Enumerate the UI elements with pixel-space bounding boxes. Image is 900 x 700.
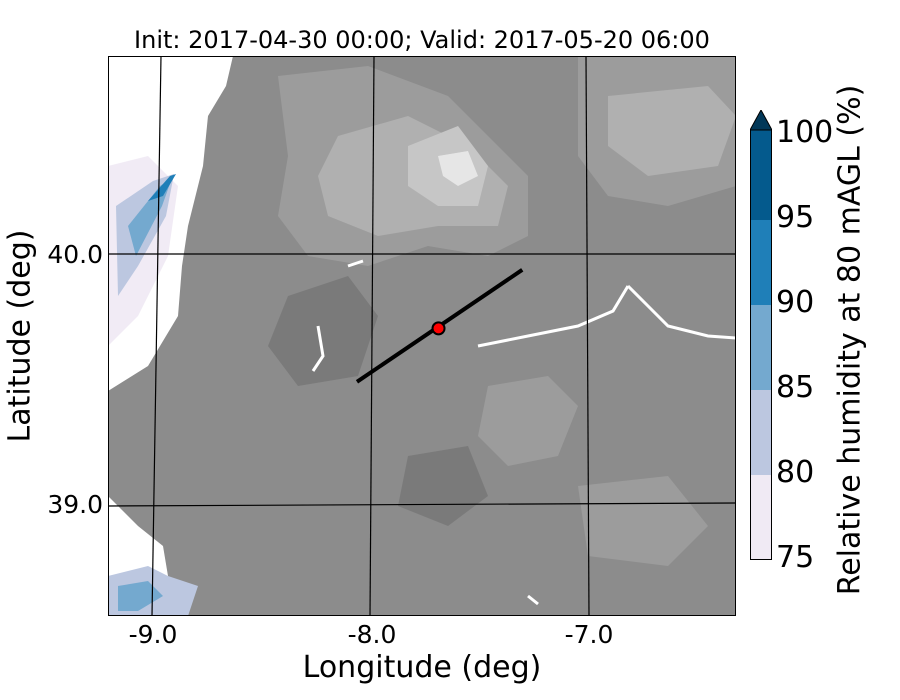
humidity-95-region bbox=[148, 174, 176, 201]
map-panel bbox=[108, 56, 736, 616]
humidity-south-core bbox=[118, 581, 163, 611]
reservoir-1 bbox=[347, 259, 364, 268]
parallel-39 bbox=[108, 502, 736, 507]
plot-title: Init: 2017-04-30 00:00; Valid: 2017-05-2… bbox=[134, 26, 710, 54]
ytick-label: 40.0 bbox=[47, 240, 103, 269]
colorbar-segment bbox=[750, 220, 772, 305]
river-tagus bbox=[477, 285, 630, 348]
terrain-southeast bbox=[578, 476, 708, 566]
meridian-minus8 bbox=[369, 56, 375, 616]
xtick-label: -8.0 bbox=[347, 620, 397, 649]
colorbar-tick-label: 100 bbox=[776, 115, 834, 150]
colorbar bbox=[750, 110, 772, 560]
colorbar-extend-arrow bbox=[750, 110, 772, 131]
humidity-90-region bbox=[128, 178, 172, 256]
map-svg bbox=[108, 56, 736, 616]
x-axis-label: Longitude (deg) bbox=[302, 650, 542, 685]
terrain-valley bbox=[268, 276, 378, 386]
colorbar-segment bbox=[750, 305, 772, 390]
terrain-central bbox=[478, 376, 578, 466]
ytick-label: 39.0 bbox=[47, 490, 103, 519]
terrain-peak bbox=[438, 151, 478, 186]
terrain-northeast-high bbox=[608, 86, 736, 176]
colorbar-label-container: Relative humidity at 80 mAGL (%) bbox=[828, 80, 872, 600]
colorbar-tick-label: 80 bbox=[776, 455, 815, 490]
y-axis-label-container: Latitude (deg) bbox=[0, 0, 40, 700]
map-border bbox=[108, 56, 736, 616]
reservoir-2 bbox=[527, 594, 539, 606]
xtick-label: -7.0 bbox=[564, 620, 614, 649]
river-west bbox=[311, 325, 325, 372]
colorbar-tick-label: 90 bbox=[776, 285, 815, 320]
meridian-minus9 bbox=[151, 56, 162, 616]
colorbar-tick-label: 75 bbox=[776, 540, 815, 575]
site-marker bbox=[431, 321, 446, 336]
xtick-label: -9.0 bbox=[128, 620, 178, 649]
river-east bbox=[626, 284, 736, 340]
colorbar-segment bbox=[750, 390, 772, 475]
colorbar-border bbox=[750, 129, 772, 560]
terrain-low bbox=[398, 446, 488, 526]
y-axis-label: Latitude (deg) bbox=[2, 229, 38, 443]
colorbar-segment bbox=[750, 130, 772, 220]
meridian-minus7 bbox=[585, 56, 590, 616]
colorbar-label: Relative humidity at 80 mAGL (%) bbox=[832, 84, 868, 596]
colorbar-segment bbox=[750, 475, 772, 560]
colorbar-tick-label: 85 bbox=[776, 370, 815, 405]
colorbar-tick-label: 95 bbox=[776, 200, 815, 235]
